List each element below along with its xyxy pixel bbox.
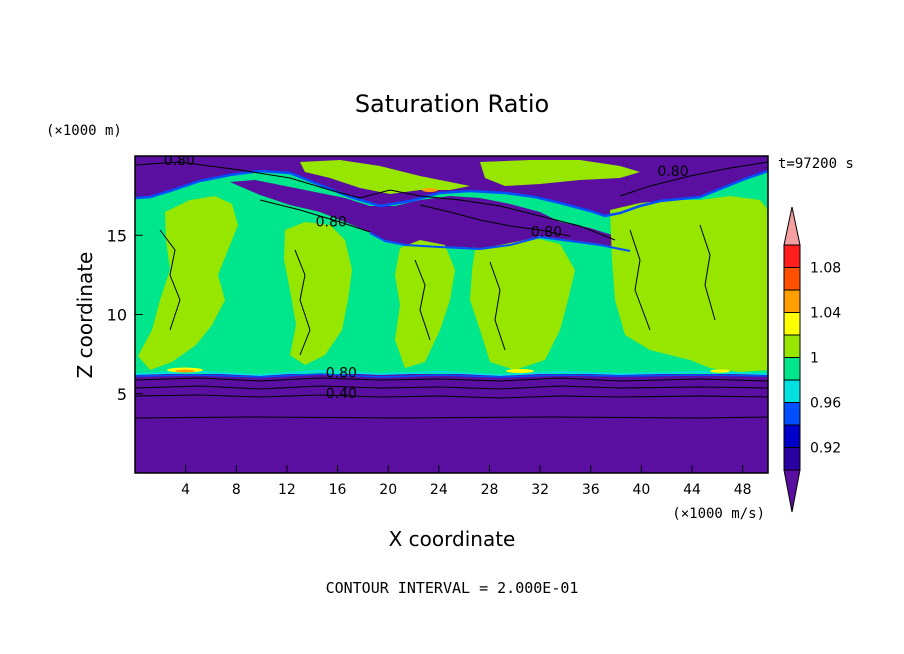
contour-label: 0.80 — [531, 224, 562, 240]
mid-dry-tongue — [230, 180, 630, 250]
moist-region-4 — [470, 238, 575, 370]
warm-spot-2 — [175, 369, 195, 373]
colorbar-overflow-max — [783, 206, 801, 246]
warm-spot-3 — [506, 369, 534, 373]
contour-label: 0.80 — [164, 153, 195, 169]
y-tick-label: 5 — [117, 385, 127, 404]
colorbar-swatch — [783, 357, 801, 381]
contour-label: 0.80 — [316, 215, 347, 231]
x-axis-label: X coordinate — [389, 527, 516, 551]
y-tick-label: 15 — [107, 226, 127, 245]
colorbar-swatch — [783, 289, 801, 313]
colorbar: 0.92 0.96 1 1.04 1.08 — [783, 206, 841, 513]
x-tick-label: 20 — [379, 482, 397, 498]
x-tick-label: 32 — [531, 482, 549, 498]
contour-label: 0.80 — [657, 164, 688, 180]
contour-upper-4 — [259, 199, 371, 233]
x-tick-label: 40 — [632, 482, 650, 498]
x-tick-label: 28 — [481, 482, 499, 498]
contour-interval-label: CONTOUR INTERVAL = 2.000E-01 — [326, 579, 579, 597]
colorbar-swatch — [783, 267, 801, 291]
contour-low-060 — [135, 385, 768, 390]
colorbar-swatch — [783, 379, 801, 403]
contour-mid-a — [159, 229, 181, 331]
contour-label: 0.80 — [326, 365, 357, 381]
warm-spot-5 — [710, 369, 730, 373]
contour-mid-c — [414, 259, 431, 341]
contour-mid-d — [489, 261, 506, 351]
moist-region-1 — [138, 196, 238, 370]
dry-band-edge — [135, 169, 768, 218]
x-tick-label: 48 — [734, 482, 752, 498]
colorbar-label: 1.04 — [810, 306, 841, 322]
colorbar-overflow-min — [783, 469, 801, 513]
x-tick-label: 8 — [232, 482, 241, 498]
x-unit-label: (×1000 m/s) — [672, 506, 765, 522]
colorbar-label: 0.92 — [810, 441, 841, 457]
x-tick-label: 4 — [181, 482, 190, 498]
contour-lines — [135, 161, 768, 419]
colorbar-swatch — [783, 334, 801, 358]
contour-low-080 — [135, 377, 768, 382]
x-tick-label: 44 — [683, 482, 701, 498]
chart-title: Saturation Ratio — [355, 90, 549, 118]
x-tick-label: 12 — [278, 482, 296, 498]
colorbar-label: 0.96 — [810, 396, 841, 412]
plot-field: 0.80 0.80 0.80 0.80 0.80 0.40 — [135, 153, 768, 473]
lower-layer-edge — [135, 369, 768, 377]
contour-label: 0.40 — [326, 386, 357, 402]
colorbar-swatch — [783, 424, 801, 448]
colorbar-label: 1 — [810, 351, 819, 367]
colorbar-swatch — [783, 312, 801, 336]
colorbar-swatch — [783, 244, 801, 268]
x-tick-label: 36 — [582, 482, 600, 498]
moist-region-7 — [480, 160, 640, 186]
contour-low-020 — [135, 416, 768, 419]
lower-layer-edge-blue — [135, 373, 768, 378]
contour-low-040 — [135, 394, 768, 399]
warm-spot-4 — [422, 188, 438, 192]
x-tick-label: 16 — [329, 482, 347, 498]
contour-mid-e — [629, 229, 651, 331]
y-axis: 5 10 15 — [107, 226, 143, 404]
moist-region-6 — [300, 160, 470, 194]
moist-region-2 — [284, 222, 352, 365]
y-unit-label: (×1000 m) — [46, 123, 122, 139]
colorbar-label: 1.08 — [810, 261, 841, 277]
time-label: t=97200 s — [778, 156, 854, 172]
colorbar-swatch — [783, 447, 801, 471]
contour-upper-2 — [419, 204, 571, 237]
dry-tongue-edge — [369, 232, 631, 252]
contour-mid-b — [294, 249, 311, 356]
y-axis-label: Z coordinate — [73, 252, 97, 379]
contour-mid-f — [699, 224, 716, 321]
contour-labels: 0.80 0.80 0.80 0.80 0.80 0.40 — [164, 153, 689, 402]
moist-region-3 — [395, 240, 455, 368]
y-tick-label: 10 — [107, 306, 127, 325]
contour-upper-3 — [619, 161, 768, 197]
x-axis: 4 8 12 16 20 24 28 32 36 40 44 48 — [181, 465, 752, 498]
contour-upper-1 — [135, 161, 616, 241]
x-tick-label: 24 — [430, 482, 448, 498]
lower-dry-layer — [135, 374, 768, 473]
colorbar-swatch — [783, 402, 801, 426]
